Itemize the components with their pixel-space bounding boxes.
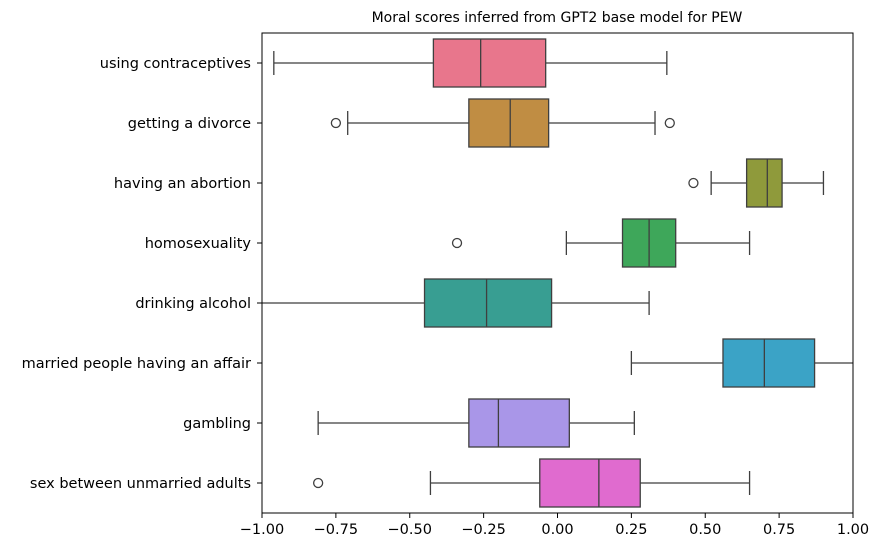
x-tick-label: 0.75 — [763, 522, 795, 538]
chart-title: Moral scores inferred from GPT2 base mod… — [372, 10, 743, 26]
y-tick-label: having an abortion — [114, 176, 251, 192]
x-tick-label: 0.25 — [615, 522, 647, 538]
outlier-point — [664, 117, 675, 129]
box-2 — [688, 158, 825, 208]
y-tick-label: sex between unmarried adults — [30, 476, 251, 492]
y-tick-label: gambling — [183, 416, 251, 432]
x-tick-label: 0.50 — [689, 522, 721, 538]
y-tick-label: drinking alcohol — [135, 296, 251, 312]
x-tick-label: −1.00 — [240, 522, 284, 538]
outlier-point — [451, 237, 463, 249]
plot-frame — [261, 32, 854, 514]
x-tick-label: −0.25 — [461, 522, 505, 538]
box-4 — [262, 278, 650, 328]
box-7 — [312, 458, 751, 508]
x-tick-label: 1.00 — [837, 522, 869, 538]
iqr-box — [468, 98, 550, 148]
iqr-box — [745, 158, 783, 208]
y-axis: using contraceptives getting a divorce hav… — [22, 56, 262, 492]
box-0 — [273, 38, 668, 88]
box-6 — [317, 398, 635, 448]
outlier-point — [330, 117, 342, 129]
iqr-box — [539, 458, 641, 508]
box-1 — [330, 98, 675, 148]
y-tick-label: married people having an affair — [22, 356, 251, 372]
boxes-group — [262, 38, 853, 508]
y-tick-label: getting a divorce — [128, 116, 251, 132]
iqr-box — [468, 398, 570, 448]
outlier-point — [688, 177, 699, 189]
x-tick-label: −0.75 — [314, 522, 358, 538]
iqr-box — [423, 278, 553, 328]
outlier-point — [312, 477, 324, 489]
iqr-box — [432, 38, 547, 88]
x-tick-label: 0.00 — [541, 522, 573, 538]
y-tick-label: homosexuality — [145, 236, 252, 252]
iqr-box — [722, 338, 816, 388]
y-tick-label: using contraceptives — [100, 56, 251, 72]
x-axis: −1.00 −0.75 −0.50 −0.25 0.00 0.25 0.50 0.75 1.00 — [240, 513, 869, 538]
x-tick-label: −0.50 — [388, 522, 432, 538]
box-3 — [451, 218, 751, 268]
box-5 — [630, 338, 853, 388]
